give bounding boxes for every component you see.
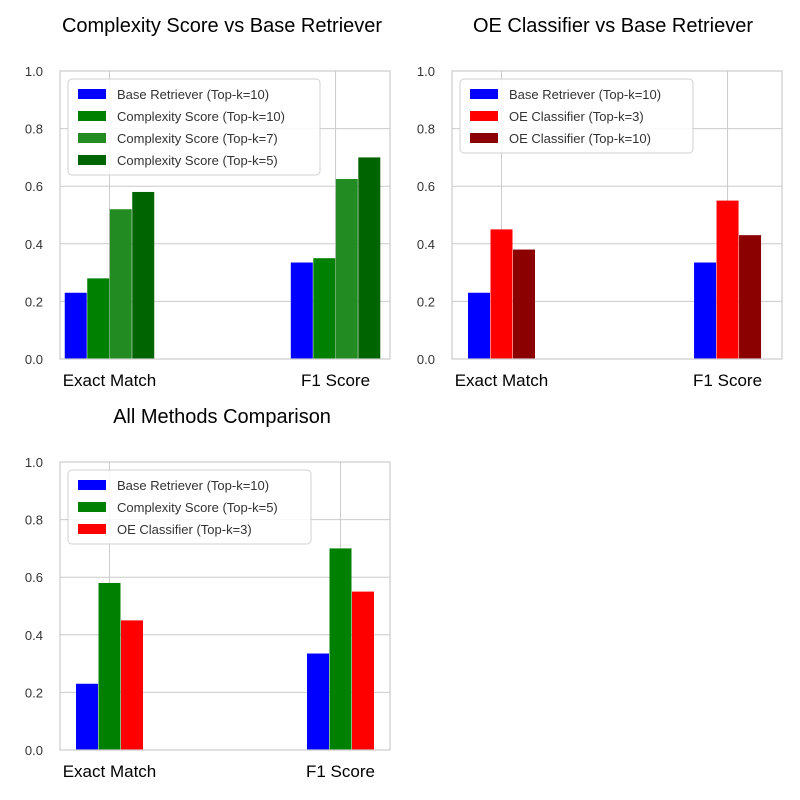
y-tick-label: 0.0 [417, 352, 435, 367]
y-tick-label: 0.8 [25, 122, 43, 137]
x-category-label: Exact Match [63, 371, 157, 390]
legend: Base Retriever (Top-k=10) Complexity Scor… [67, 78, 321, 176]
legend-label: Complexity Score (Top-k=7) [117, 131, 278, 146]
plot-frame [59, 70, 391, 360]
legend-label: Base Retriever (Top-k=10) [509, 87, 661, 102]
legend-label: OE Classifier (Top-k=3) [117, 522, 252, 537]
bar-f1-score-series-1 [307, 653, 329, 750]
bar-f1-score-series-3 [352, 591, 374, 750]
legend-label: Complexity Score (Top-k=10) [117, 109, 285, 124]
plot-frame [59, 461, 391, 751]
bar-f1-score-series-4 [358, 157, 381, 359]
chart-panel-3: All Methods Comparison 0.0 0.2 0.4 0.6 0.8 1.0… [25, 406, 391, 781]
x-category-label: Exact Match [63, 762, 157, 781]
y-tick-label: 0.0 [25, 743, 43, 758]
bar-f1-score-series-3 [335, 179, 358, 359]
legend-label: OE Classifier (Top-k=10) [509, 131, 651, 146]
chart-panel-2: OE Classifier vs Base Retriever 0.0 0.2 0.4… [417, 15, 783, 390]
legend-label: OE Classifier (Top-k=3) [509, 109, 644, 124]
y-tick-label: 0.4 [417, 237, 435, 252]
chart-panel-1: Complexity Score vs Base Retriever 0.0 0.2… [25, 15, 391, 390]
y-tick-label: 0.6 [417, 179, 435, 194]
legend-label: Complexity Score (Top-k=5) [117, 153, 278, 168]
legend-box [67, 469, 312, 545]
legend-box [459, 78, 694, 154]
bar-exact-match-series-2 [98, 582, 121, 750]
y-tick-label: 0.8 [417, 122, 435, 137]
legend-swatch [470, 133, 498, 143]
y-tick-label: 0.2 [25, 685, 43, 700]
bar-f1-score-series-3 [739, 235, 762, 359]
y-tick-label: 0.6 [25, 570, 43, 585]
bar-exact-match-series-2 [490, 229, 513, 359]
legend-swatch [78, 133, 106, 143]
bar-f1-score-series-1 [694, 262, 717, 359]
x-category-label: F1 Score [306, 762, 375, 781]
legend-label: Base Retriever (Top-k=10) [117, 87, 269, 102]
legend-swatch [470, 89, 498, 99]
chart-title: OE Classifier vs Base Retriever [473, 15, 753, 37]
legend: Base Retriever (Top-k=10) Complexity Scor… [67, 469, 312, 545]
bar-exact-match-series-3 [513, 249, 535, 359]
y-tick-label: 0.0 [25, 352, 43, 367]
bar-exact-match-series-2 [87, 278, 110, 359]
x-category-label: F1 Score [693, 371, 762, 390]
x-category-label: Exact Match [455, 371, 549, 390]
bar-exact-match-series-1 [64, 292, 87, 359]
y-tick-label: 0.4 [25, 237, 43, 252]
bar-f1-score-series-2 [716, 200, 739, 359]
legend-label: Complexity Score (Top-k=5) [117, 500, 278, 515]
y-tick-label: 1.0 [25, 64, 43, 79]
legend-swatch [78, 89, 106, 99]
bar-exact-match-series-1 [468, 292, 490, 359]
y-tick-label: 1.0 [25, 455, 43, 470]
legend-swatch [78, 111, 106, 121]
chart-title: Complexity Score vs Base Retriever [62, 15, 382, 37]
x-category-label: F1 Score [301, 371, 370, 390]
y-tick-label: 0.6 [25, 179, 43, 194]
y-tick-label: 0.2 [417, 294, 435, 309]
bar-f1-score-series-2 [329, 548, 352, 750]
bar-exact-match-series-1 [76, 683, 98, 750]
y-tick-label: 0.4 [25, 628, 43, 643]
legend-label: Base Retriever (Top-k=10) [117, 478, 269, 493]
plot-frame [451, 70, 783, 360]
legend-box [67, 78, 321, 176]
y-tick-label: 0.2 [25, 294, 43, 309]
bar-f1-score-series-1 [290, 262, 313, 359]
y-tick-label: 1.0 [417, 64, 435, 79]
legend: Base Retriever (Top-k=10) OE Classifier (… [459, 78, 694, 154]
y-tick-label: 0.8 [25, 513, 43, 528]
bar-f1-score-series-2 [313, 258, 336, 359]
legend-swatch [78, 502, 106, 512]
bar-exact-match-series-4 [132, 191, 155, 359]
bar-exact-match-series-3 [121, 620, 143, 750]
legend-swatch [470, 111, 498, 121]
bar-exact-match-series-3 [109, 209, 132, 359]
legend-swatch [78, 524, 106, 534]
legend-swatch [78, 155, 106, 165]
chart-title: All Methods Comparison [113, 406, 331, 428]
legend-swatch [78, 480, 106, 490]
